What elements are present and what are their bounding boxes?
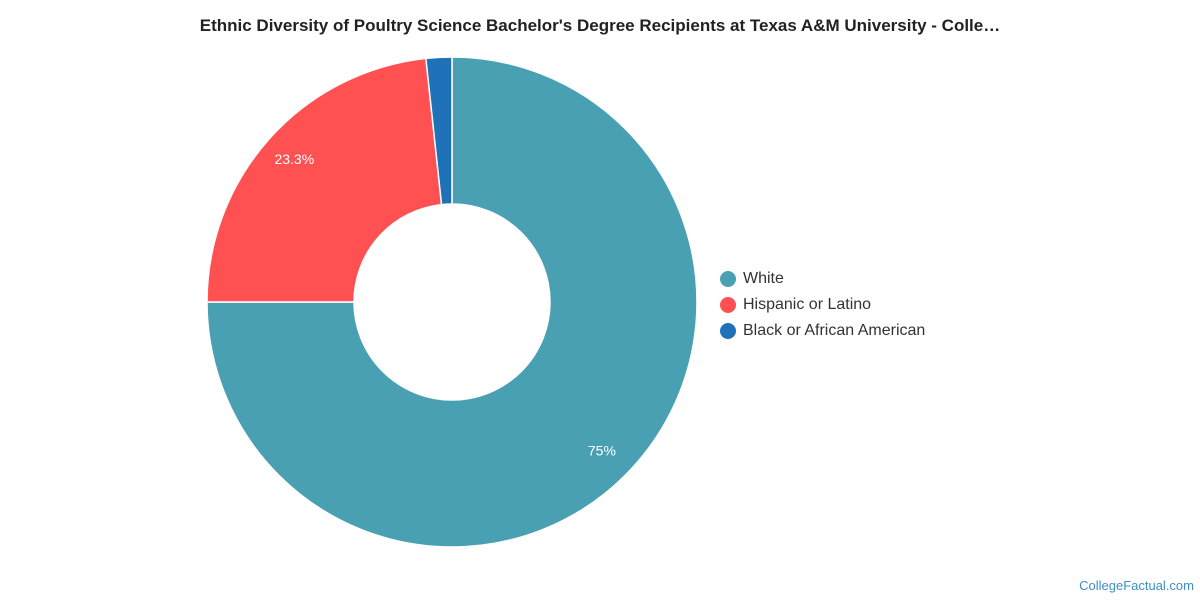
slices-group bbox=[206, 56, 698, 548]
slice-label-hispanic-or-latino: 23.3% bbox=[274, 151, 314, 167]
chart-title: Ethnic Diversity of Poultry Science Bach… bbox=[199, 16, 1001, 35]
watermark-link[interactable]: CollegeFactual.com bbox=[1079, 578, 1194, 593]
legend-swatch-icon bbox=[720, 297, 736, 313]
legend-item[interactable]: Hispanic or Latino bbox=[720, 292, 925, 318]
legend-swatch-icon bbox=[720, 323, 736, 339]
slice-white[interactable] bbox=[206, 56, 698, 548]
slice-black-or-african-american[interactable] bbox=[425, 56, 453, 206]
legend: White Hispanic or Latino Black or African … bbox=[720, 266, 925, 344]
legend-label: Black or African American bbox=[743, 322, 926, 339]
slice-label-white: 75% bbox=[588, 443, 616, 459]
legend-swatch-icon bbox=[720, 271, 736, 287]
legend-label: White bbox=[743, 270, 784, 287]
slice-hispanic-or-latino[interactable] bbox=[206, 57, 443, 303]
slice-labels-group: 75% 23.3% bbox=[274, 151, 615, 459]
legend-item[interactable]: White bbox=[720, 266, 925, 292]
legend-label: Hispanic or Latino bbox=[743, 296, 872, 313]
legend-item[interactable]: Black or African American bbox=[720, 318, 925, 344]
